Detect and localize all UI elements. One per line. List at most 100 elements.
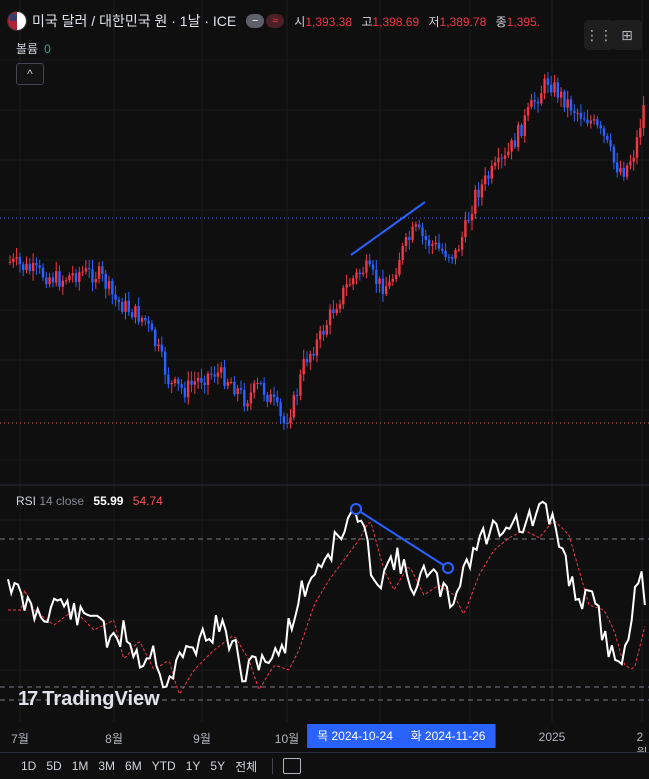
candle-body <box>256 383 259 385</box>
ohlc-values: 시1,393.38 고1,398.69 저1,389.78 종1,395. <box>294 13 546 30</box>
candle-body <box>101 266 104 274</box>
symbol-title[interactable]: 미국 달러 / 대한민국 원 · 1날 · ICE <box>32 13 237 29</box>
candle-body <box>434 242 437 245</box>
range-selector: 1D 5D 1M 3M 6M YTD 1Y 5Y 전체 <box>0 752 649 779</box>
candle-body <box>51 277 55 283</box>
candle-body <box>154 329 157 347</box>
low-value: 1,389.78 <box>439 14 487 29</box>
candle-body <box>177 379 180 385</box>
symbol-legend[interactable]: 미국 달러 / 대한민국 원 · 1날 · ICE − ≈ 시1,393.38 … <box>8 8 546 34</box>
candle-body <box>599 125 602 129</box>
volume-legend[interactable]: 볼륨 0 <box>16 40 51 57</box>
candle-body <box>259 383 262 385</box>
range-button-6m[interactable]: 6M <box>125 759 142 773</box>
range-button-1d[interactable]: 1D <box>21 759 37 773</box>
candle-body <box>520 124 523 136</box>
range-button-1y[interactable]: 1Y <box>185 759 201 773</box>
candle-body <box>424 235 427 240</box>
candle-body <box>45 277 48 285</box>
calendar-icon[interactable] <box>283 758 302 774</box>
time-axis[interactable]: 7월8월9월10월20252월목 2024-10-24화 2024-11-26 <box>0 722 649 760</box>
candle-body <box>325 325 328 335</box>
candle-body <box>609 139 612 147</box>
candle-body <box>592 119 596 121</box>
candle-body <box>484 175 487 185</box>
rsi-legend[interactable]: RSI 14 close 55.99 54.74 <box>16 494 163 508</box>
time-tick-label: 10월 <box>274 732 300 746</box>
time-tick-label: 9월 <box>193 732 211 746</box>
candle-body <box>371 264 375 270</box>
candle-body <box>583 118 586 120</box>
time-highlight-label: 목 2024-10-24 <box>307 724 403 748</box>
range-button-5y[interactable]: 5Y <box>210 759 226 773</box>
range-button-전체[interactable]: 전체 <box>235 759 258 774</box>
candle-body <box>361 272 365 275</box>
candle-body <box>262 383 266 395</box>
us-flag-icon <box>8 12 26 30</box>
candle-body <box>289 417 292 424</box>
candle-body <box>427 239 431 246</box>
candle-body <box>88 268 91 270</box>
rsi-trendline[interactable] <box>355 508 449 569</box>
candle-body <box>157 344 160 347</box>
low-label: 저 <box>428 14 440 29</box>
candle-body <box>12 258 15 262</box>
candle-body <box>398 260 401 275</box>
candle-body <box>94 278 97 283</box>
candle-body <box>243 389 246 407</box>
candle-body <box>573 110 576 113</box>
range-button-1m[interactable]: 1M <box>71 759 89 773</box>
candle-body <box>68 275 71 281</box>
candle-body <box>375 269 378 284</box>
add-layout-icon[interactable]: ⊞ <box>612 20 642 50</box>
candle-body <box>134 306 137 318</box>
candle-body <box>312 353 315 356</box>
time-tick-label: 8월 <box>105 732 123 746</box>
candle-body <box>642 105 645 129</box>
candle-body <box>355 272 358 279</box>
tradingview-logo[interactable]: 17 TradingView <box>18 688 160 711</box>
candle-body <box>526 106 530 116</box>
candle-body <box>239 388 243 390</box>
range-button-3m[interactable]: 3M <box>98 759 116 773</box>
candle-body <box>130 312 134 318</box>
candle-body <box>216 372 220 377</box>
candle-body <box>536 101 540 104</box>
candle-body <box>388 281 391 287</box>
candle-body <box>173 379 177 384</box>
rsi-trendline-handle-end[interactable] <box>442 562 454 574</box>
candle-body <box>612 146 616 163</box>
candle-body <box>111 281 114 295</box>
candle-body <box>523 115 526 136</box>
open-value: 1,393.38 <box>305 14 353 29</box>
price-trendline[interactable] <box>350 201 426 256</box>
candle-body <box>206 373 210 385</box>
candle-body <box>480 184 484 198</box>
candle-body <box>352 278 355 285</box>
drag-handle-icon[interactable]: ⋮⋮ <box>584 20 614 50</box>
open-label: 시 <box>294 14 306 29</box>
status-pill[interactable]: − ≈ <box>246 14 285 28</box>
candle-body <box>203 382 206 385</box>
candle-body <box>124 300 127 312</box>
candle-body <box>513 140 517 147</box>
rsi-trendline-handle-start[interactable] <box>350 503 362 515</box>
minus-icon: − <box>246 14 265 28</box>
volume-value: 0 <box>44 42 51 56</box>
candle-body <box>503 155 507 159</box>
candle-body <box>276 396 279 403</box>
volume-label: 볼륨 <box>16 42 39 56</box>
chevron-up-icon: ^ <box>27 67 33 81</box>
range-button-ytd[interactable]: YTD <box>151 759 176 773</box>
candle-body <box>302 359 305 375</box>
candle-body <box>170 383 173 385</box>
collapse-legend-button[interactable]: ^ <box>16 63 44 85</box>
candle-body <box>25 263 28 271</box>
range-button-5d[interactable]: 5D <box>46 759 62 773</box>
candle-body <box>487 175 490 179</box>
candle-body <box>160 344 163 352</box>
candle-body <box>272 394 276 397</box>
candle-body <box>414 224 418 227</box>
candle-body <box>348 284 352 286</box>
